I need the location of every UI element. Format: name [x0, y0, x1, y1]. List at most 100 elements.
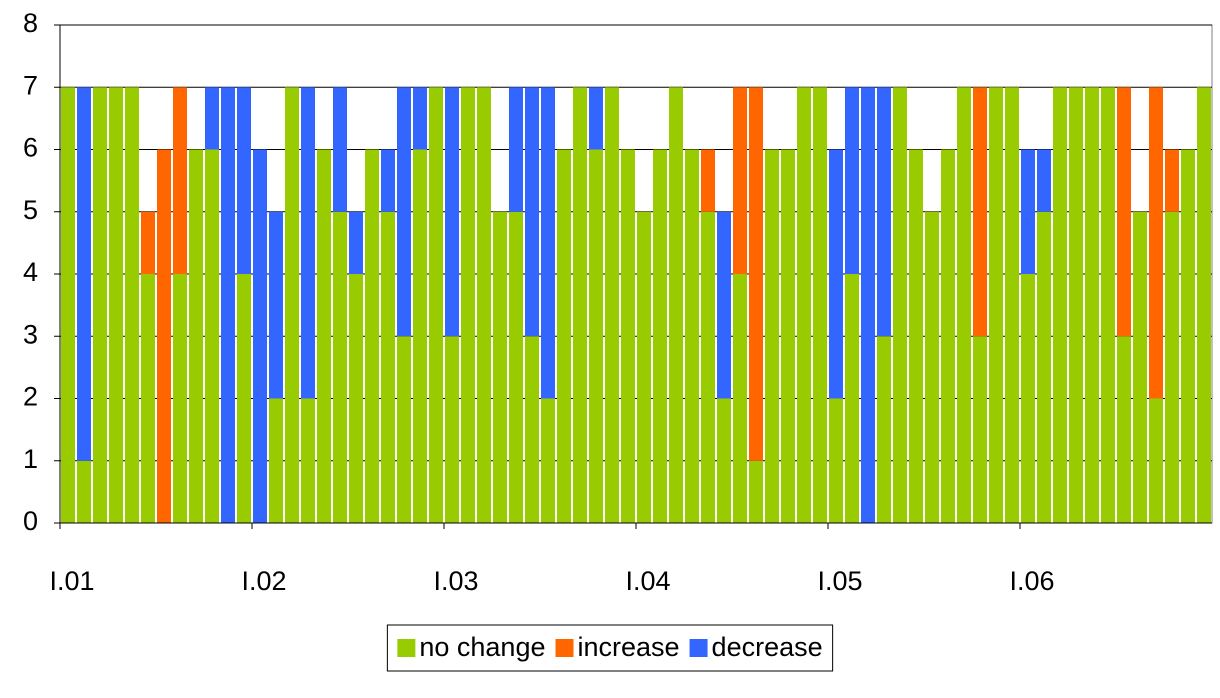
- bar-segment: [845, 87, 859, 274]
- bar-segment: [173, 274, 187, 523]
- y-tick-label: 0: [23, 506, 38, 536]
- legend-swatch: [397, 639, 416, 657]
- bar-segment: [205, 87, 219, 150]
- bar-segment: [525, 336, 539, 523]
- bar-segment: [317, 149, 331, 523]
- bar-segment: [973, 336, 987, 523]
- bar-segment: [157, 149, 171, 523]
- bar-segment: [973, 87, 987, 337]
- legend-item: increase: [555, 632, 680, 662]
- legend-label: no change: [419, 632, 545, 662]
- bar-segment: [765, 149, 779, 523]
- bar-segment: [237, 87, 251, 274]
- bar-segment: [557, 149, 571, 523]
- bar-segment: [877, 336, 891, 523]
- bar-segment: [1117, 336, 1131, 523]
- bar-segment: [1133, 211, 1147, 523]
- bar-segment: [701, 149, 715, 212]
- bar-segment: [93, 87, 107, 523]
- bar-segment: [797, 87, 811, 523]
- x-tick-label: I.05: [817, 566, 862, 596]
- bar-segment: [685, 149, 699, 523]
- bar-segment: [957, 87, 971, 523]
- bar-segment: [333, 87, 347, 212]
- bar-segment: [989, 87, 1003, 523]
- bar-segment: [525, 87, 539, 337]
- bar-segment: [573, 87, 587, 523]
- bar-segment: [1069, 87, 1083, 523]
- bar-segment: [413, 87, 427, 150]
- y-tick-label: 4: [23, 257, 38, 287]
- bar-segment: [1021, 274, 1035, 523]
- bar-segment: [701, 211, 715, 523]
- bar-segment: [1165, 211, 1179, 523]
- x-tick-label: I.03: [433, 566, 478, 596]
- bar-segment: [461, 87, 475, 523]
- bar-segment: [669, 87, 683, 523]
- bar-segment: [845, 274, 859, 523]
- bar-segment: [333, 211, 347, 523]
- bar-segment: [173, 87, 187, 274]
- bar-segment: [429, 87, 443, 523]
- bar-segment: [141, 274, 155, 523]
- bar-segment: [749, 460, 763, 523]
- bar-segment: [861, 87, 875, 523]
- bar-segment: [893, 87, 907, 523]
- bar-segment: [1053, 87, 1067, 523]
- legend-label: decrease: [712, 632, 823, 662]
- bar-segment: [909, 149, 923, 523]
- bar-segment: [205, 149, 219, 523]
- bar-segment: [1005, 87, 1019, 523]
- y-tick-label: 6: [23, 133, 38, 163]
- bar-segment: [77, 460, 91, 523]
- bar-segment: [621, 149, 635, 523]
- bar-segment: [781, 149, 795, 523]
- bar-segment: [1037, 211, 1051, 523]
- bar-segment: [413, 149, 427, 523]
- bar-segment: [941, 149, 955, 523]
- bar-segment: [397, 336, 411, 523]
- bar-segment: [445, 336, 459, 523]
- y-tick-label: 1: [23, 444, 38, 474]
- x-tick-label: I.06: [1009, 566, 1054, 596]
- bar-segment: [829, 149, 843, 399]
- x-tick-label: I.01: [49, 566, 94, 596]
- bar-segment: [77, 87, 91, 461]
- bar-segment: [269, 211, 283, 399]
- bar-segment: [589, 149, 603, 523]
- bar-segment: [493, 211, 507, 523]
- bar-segment: [1197, 87, 1211, 523]
- bar-segment: [829, 398, 843, 523]
- bar-segment: [445, 87, 459, 337]
- bar-segment: [541, 87, 555, 399]
- bar-segment: [301, 398, 315, 523]
- bar-segment: [733, 274, 747, 523]
- legend-label: increase: [577, 632, 679, 662]
- bar-segment: [221, 87, 235, 523]
- bar-segment: [269, 398, 283, 523]
- bar-segment: [1149, 87, 1163, 399]
- legend-box: [386, 624, 834, 672]
- legend: no change increase decrease: [386, 624, 834, 672]
- bar-segment: [749, 87, 763, 461]
- bar-segment: [509, 87, 523, 212]
- bar-segment: [925, 211, 939, 523]
- bar-segment: [541, 398, 555, 523]
- y-tick-label: 5: [23, 195, 38, 225]
- x-tick-label: I.04: [625, 566, 670, 596]
- bar-segment: [109, 87, 123, 523]
- bar-segment: [285, 87, 299, 523]
- bar-segment: [349, 211, 363, 274]
- bar-segment: [1101, 87, 1115, 523]
- bar-segment: [1021, 149, 1035, 274]
- y-tick-label: 2: [23, 382, 38, 412]
- legend-swatch: [555, 639, 574, 657]
- bar-segment: [365, 149, 379, 523]
- bar-segment: [1149, 398, 1163, 523]
- y-tick-label: 7: [23, 70, 38, 100]
- bar-segment: [477, 87, 491, 523]
- legend-item: decrease: [689, 632, 823, 662]
- bar-segment: [381, 211, 395, 523]
- bar-segment: [397, 87, 411, 337]
